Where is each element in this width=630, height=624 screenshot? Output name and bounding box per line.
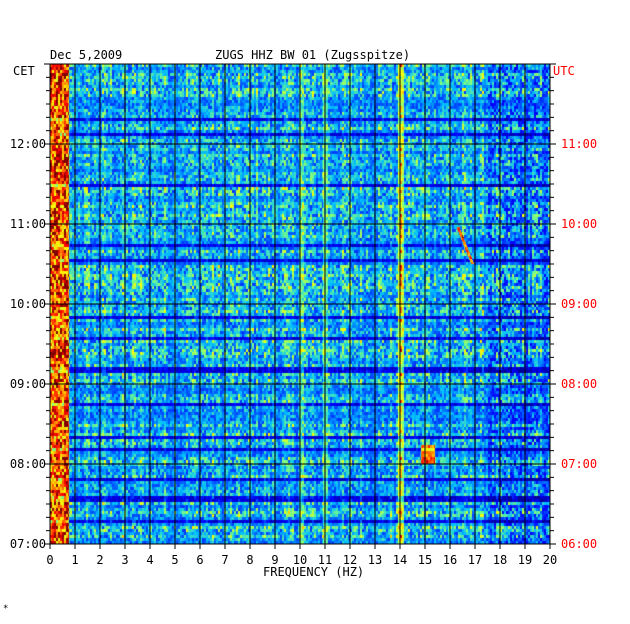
left-axis-label: CET [13, 64, 35, 78]
grid-lines [49, 63, 551, 545]
x-tick-label: 20 [543, 553, 557, 567]
y-tick-label-left: 09:00 [10, 377, 46, 391]
x-axis-label: FREQUENCY (HZ) [263, 565, 364, 579]
x-tick-label: 13 [368, 553, 382, 567]
y-tick-label-right: 06:00 [561, 537, 597, 551]
x-tick-label: 2 [96, 553, 103, 567]
x-tick-label: 7 [221, 553, 228, 567]
x-tick-label: 18 [493, 553, 507, 567]
chart-date: Dec 5,2009 [50, 48, 122, 62]
y-tick-label-right: 10:00 [561, 217, 597, 231]
y-tick-label-right: 09:00 [561, 297, 597, 311]
x-tick-label: 5 [171, 553, 178, 567]
y-tick-label-left: 08:00 [10, 457, 46, 471]
y-tick-label-left: 11:00 [10, 217, 46, 231]
corner-mark: * [3, 604, 9, 614]
x-tick-label: 3 [121, 553, 128, 567]
x-tick-label: 8 [246, 553, 253, 567]
x-tick-label: 19 [518, 553, 532, 567]
x-tick-label: 10 [293, 553, 307, 567]
y-tick-label-left: 10:00 [10, 297, 46, 311]
x-tick-label: 4 [146, 553, 153, 567]
x-tick-label: 16 [443, 553, 457, 567]
y-tick-label-left: 12:00 [10, 137, 46, 151]
x-axis-ticks: 0 1 2 3 4 5 6 7 8 9 10 11 12 13 14 15 16 17 18 19 20 [46, 544, 557, 567]
y-tick-label-right: 11:00 [561, 137, 597, 151]
x-tick-label: 0 [46, 553, 53, 567]
x-tick-label: 9 [271, 553, 278, 567]
chart-title: ZUGS HHZ BW 01 (Zugsspitze) [215, 48, 410, 62]
right-axis-label: UTC [553, 64, 575, 78]
x-tick-label: 6 [196, 553, 203, 567]
y-tick-label-right: 07:00 [561, 457, 597, 471]
x-tick-label: 15 [418, 553, 432, 567]
x-tick-label: 12 [343, 553, 357, 567]
x-tick-label: 14 [393, 553, 407, 567]
x-tick-label: 17 [468, 553, 482, 567]
x-tick-label: 11 [318, 553, 332, 567]
y-tick-label-right: 08:00 [561, 377, 597, 391]
y-tick-label-left: 07:00 [10, 537, 46, 551]
x-tick-label: 1 [71, 553, 78, 567]
y-axis-ticks: 07:00 08:00 09:00 10:00 11:00 12:00 06:00 07:00… [10, 63, 597, 551]
